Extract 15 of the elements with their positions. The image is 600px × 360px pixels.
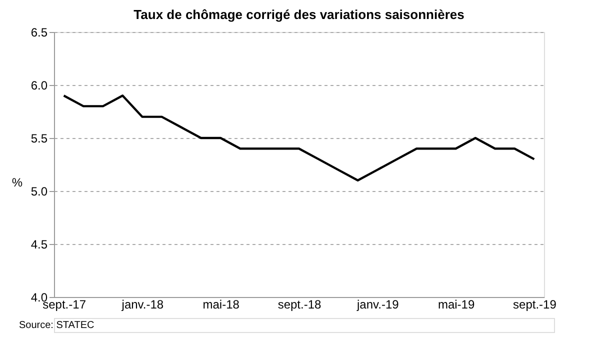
y-tick-label: 6.5 <box>30 26 48 40</box>
x-tick-label: sept.-19 <box>513 298 557 312</box>
x-tick-label: janv.-19 <box>356 298 400 312</box>
y-tick-label: 6.0 <box>30 78 48 92</box>
x-tick-label: sept.-18 <box>278 298 322 312</box>
y-axis-title: % <box>12 176 23 190</box>
line-series <box>62 94 536 182</box>
x-tick-label: mai-18 <box>202 298 240 312</box>
x-tick-label: mai-19 <box>438 298 475 312</box>
x-tick-label: janv.-18 <box>120 298 164 312</box>
y-tick-label: 5.0 <box>30 184 48 198</box>
chart-title: Taux de chômage corrigé des variations saisonnières <box>134 7 464 22</box>
y-tick-label: 5.5 <box>30 132 48 146</box>
source-note: Source: STATEC <box>19 320 94 331</box>
y-tick-label: 4.5 <box>30 238 48 252</box>
